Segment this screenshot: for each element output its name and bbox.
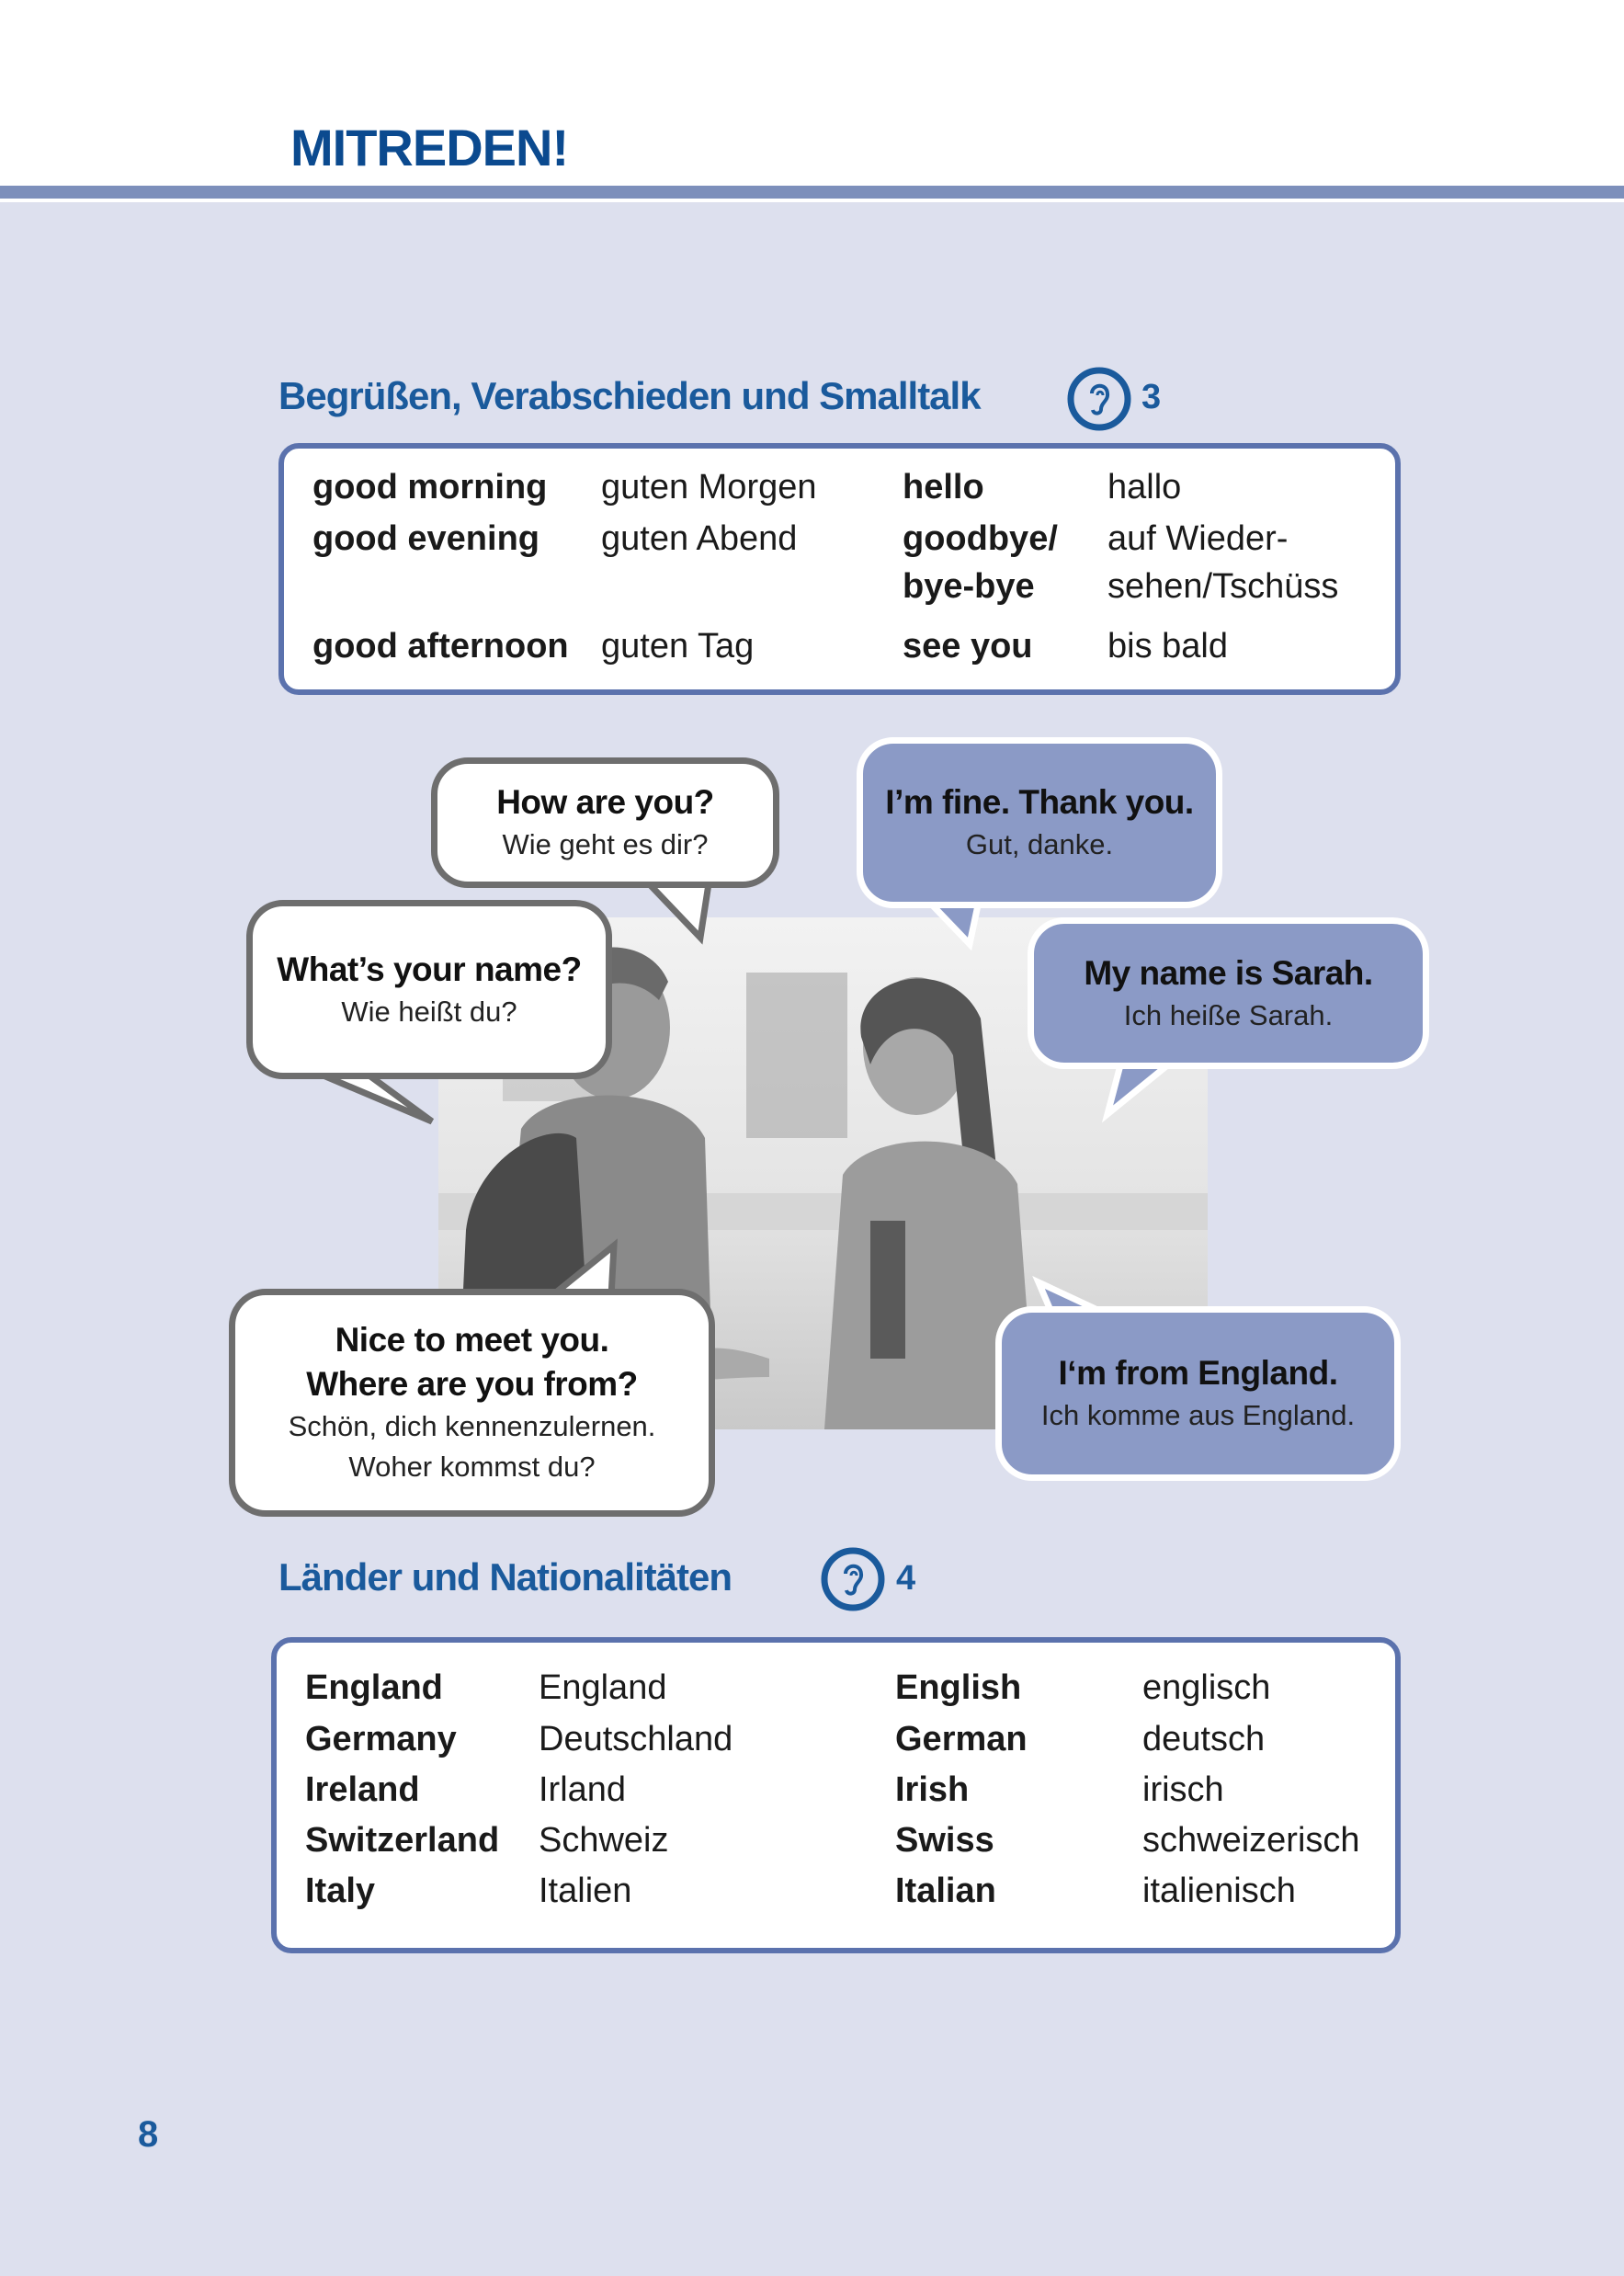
vocab-de: guten Tag xyxy=(601,627,755,666)
vocab-en: bye-bye xyxy=(903,567,1035,606)
track-number: 3 xyxy=(1141,378,1162,416)
bubble-english: I’m fine. Thank you. xyxy=(885,783,1194,821)
country-de: Irland xyxy=(539,1770,627,1809)
bubble-english: Nice to meet you. xyxy=(335,1321,609,1359)
country-de: Schweiz xyxy=(539,1821,669,1860)
bubble-german: Gut, danke. xyxy=(965,828,1114,860)
speech-bubble-im-fine: I’m fine. Thank you. Gut, danke. xyxy=(857,737,1222,908)
bubble-english: Where are you from? xyxy=(306,1365,638,1403)
nationality-en: English xyxy=(895,1668,1022,1707)
country-en: Ireland xyxy=(305,1770,420,1809)
nationality-de: deutsch xyxy=(1142,1720,1266,1758)
nationality-de: irisch xyxy=(1142,1770,1224,1809)
vocab-de: hallo xyxy=(1107,468,1182,506)
bubble-german: Wie heißt du? xyxy=(341,995,517,1028)
nationality-en: Irish xyxy=(895,1770,970,1809)
section-heading-greetings: Begrüßen, Verabschieden und Smalltalk xyxy=(278,374,982,417)
bubble-german: Wie geht es dir? xyxy=(502,828,709,860)
bubble-english: My name is Sarah. xyxy=(1084,953,1373,992)
bubble-german: Schön, dich kennenzulernen. xyxy=(288,1410,656,1442)
page-title: MITREDEN! xyxy=(290,119,569,176)
vocab-de: auf Wieder- xyxy=(1107,519,1289,558)
speech-bubble-how-are-you: How are you? Wie geht es dir? xyxy=(431,757,779,888)
country-en: Switzerland xyxy=(305,1821,500,1860)
bubble-german: Ich heiße Sarah. xyxy=(1123,998,1334,1031)
speech-bubble-nice-to-meet-you: Nice to meet you. Where are you from? Sc… xyxy=(229,1289,715,1517)
nationality-en: Swiss xyxy=(895,1821,994,1860)
bubble-english: How are you? xyxy=(496,783,714,821)
country-en: England xyxy=(305,1668,443,1707)
vocab-en: good evening xyxy=(312,519,539,558)
vocab-de: guten Abend xyxy=(601,519,798,558)
vocab-en: goodbye/ xyxy=(903,519,1058,558)
country-en: Germany xyxy=(305,1720,457,1758)
bubble-german: Woher kommst du? xyxy=(348,1451,596,1483)
country-de: England xyxy=(539,1668,667,1707)
section-heading-countries: Länder und Nationalitäten xyxy=(278,1555,733,1599)
speech-bubble-whats-your-name: What’s your name? Wie heißt du? xyxy=(246,900,612,1079)
nationality-de: italienisch xyxy=(1142,1872,1296,1910)
country-en: Italy xyxy=(305,1872,376,1910)
speech-bubble-im-from-england: I‘m from England. Ich komme aus England. xyxy=(995,1306,1401,1481)
bubble-tail-sarah xyxy=(1101,1058,1181,1123)
country-de: Italien xyxy=(539,1872,632,1910)
nationality-de: englisch xyxy=(1142,1668,1271,1707)
countries-vocabulary-box xyxy=(271,1637,1401,1953)
vocab-en: hello xyxy=(903,468,984,506)
page-number: 8 xyxy=(138,2114,159,2155)
vocab-de: bis bald xyxy=(1107,627,1228,666)
bubble-english: What’s your name? xyxy=(277,950,582,988)
nationality-en: German xyxy=(895,1720,1028,1758)
country-de: Deutschland xyxy=(539,1720,733,1758)
vocab-de: sehen/Tschüss xyxy=(1107,567,1339,606)
header-rule-highlight xyxy=(0,199,1624,202)
vocab-de: guten Morgen xyxy=(601,468,817,506)
ear-audio-icon xyxy=(1067,367,1131,431)
greetings-vocabulary-box xyxy=(278,443,1401,695)
nationality-en: Italian xyxy=(895,1872,996,1910)
bubble-english: I‘m from England. xyxy=(1058,1354,1338,1392)
speech-bubble-my-name-is-sarah: My name is Sarah. Ich heiße Sarah. xyxy=(1028,917,1429,1069)
header-rule xyxy=(0,186,1624,199)
bubble-german: Ich komme aus England. xyxy=(1040,1399,1356,1431)
ear-audio-icon xyxy=(821,1547,885,1611)
header-band xyxy=(0,0,1624,186)
track-number: 4 xyxy=(896,1559,916,1598)
nationality-de: schweizerisch xyxy=(1142,1821,1360,1860)
vocab-en: good morning xyxy=(312,468,548,506)
vocab-en: see you xyxy=(903,627,1033,666)
vocab-en: good afternoon xyxy=(312,627,569,666)
